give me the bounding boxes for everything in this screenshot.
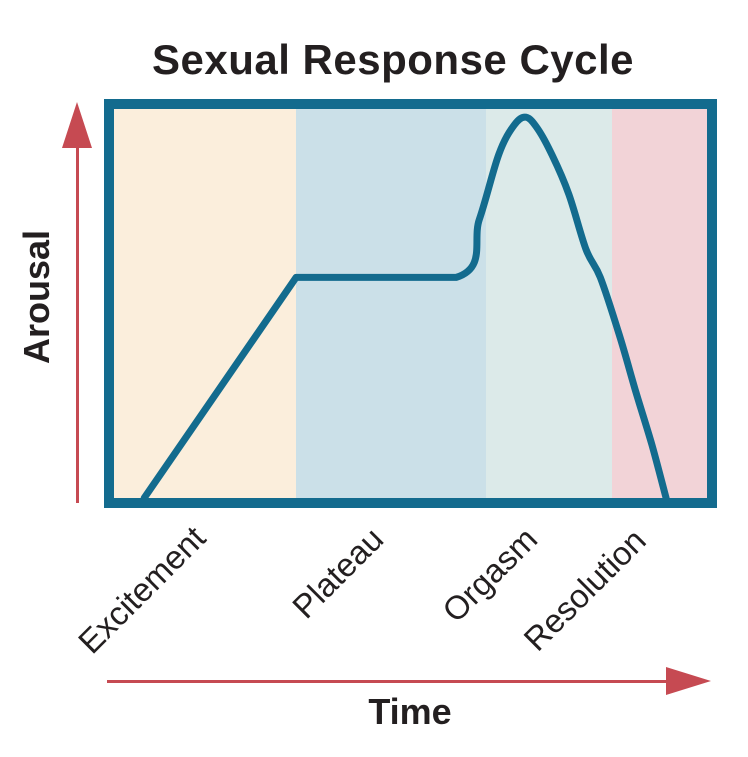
right-arrow-icon <box>666 667 711 695</box>
x-axis-label: Time <box>368 691 452 732</box>
phase-band-excitement <box>114 109 297 498</box>
curve-canvas <box>140 113 670 498</box>
y-axis-arrow-line <box>76 145 79 503</box>
up-arrow-icon <box>62 102 92 148</box>
phase-label-excitement: Excitement <box>70 518 213 661</box>
phase-label-orgasm: Orgasm <box>435 520 545 630</box>
figure-title: Sexual Response Cycle <box>151 36 635 83</box>
phase-label-plateau: Plateau <box>284 519 391 626</box>
phase-bands <box>114 109 707 498</box>
phase-band-resolution <box>612 109 707 498</box>
x-axis-arrow-line <box>107 680 667 683</box>
phase-band-orgasm <box>485 109 613 498</box>
y-axis-label: Arousal <box>16 229 57 365</box>
arousal-curve <box>140 113 670 498</box>
plot-area <box>104 99 717 508</box>
phase-band-plateau <box>296 109 486 498</box>
